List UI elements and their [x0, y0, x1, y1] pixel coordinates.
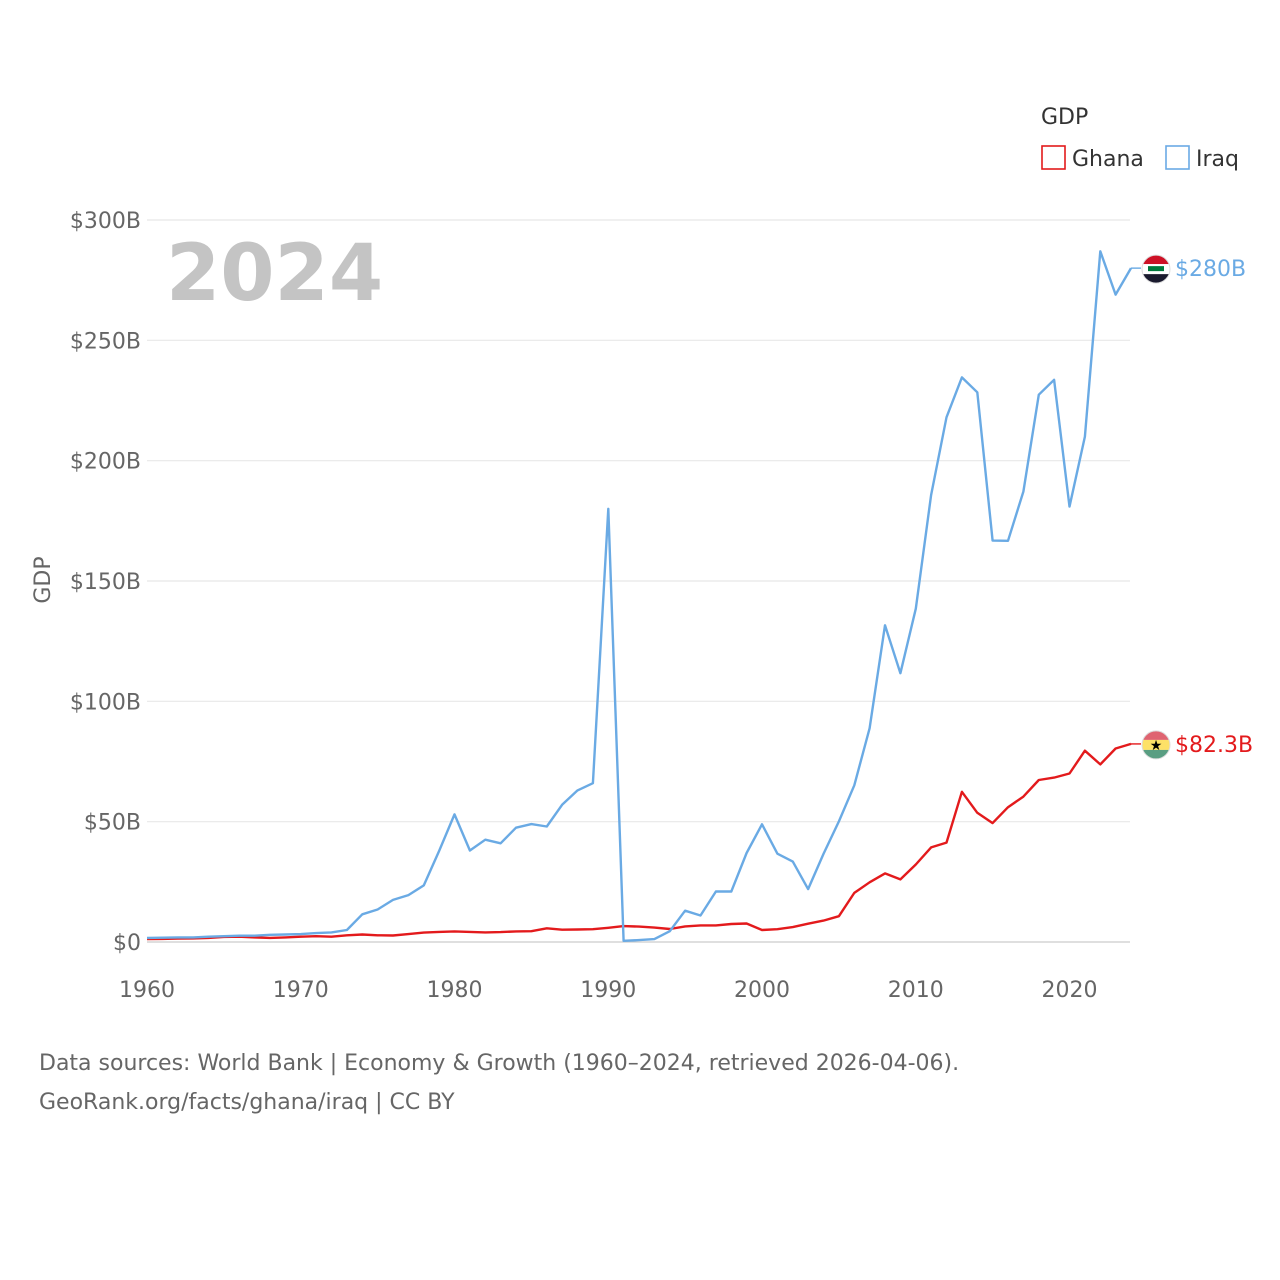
y-tick-label: $100B [70, 690, 141, 715]
iraq-flag-icon [1131, 254, 1171, 284]
x-tick-label: 2010 [888, 978, 944, 1003]
x-tick-labels: 1960 1970 1980 1990 2000 2010 2020 [119, 978, 1098, 1003]
legend[interactable]: GDP Ghana Iraq [1041, 105, 1239, 172]
y-axis-title: GDP [31, 556, 56, 603]
x-tick-label: 2020 [1042, 978, 1098, 1003]
y-tick-label: $0 [113, 931, 141, 956]
x-tick-label: 1960 [119, 978, 175, 1003]
legend-swatch [1165, 145, 1190, 170]
legend-label: Iraq [1196, 147, 1239, 172]
year-watermark: 2024 [166, 229, 383, 319]
x-tick-label: 1980 [427, 978, 483, 1003]
iraq-end-value-label: $280B [1175, 257, 1246, 282]
series-end-markers: ★ $82.3B $280B [1131, 254, 1253, 760]
svg-text:★: ★ [1150, 738, 1163, 754]
series-line-iraq[interactable] [146, 250, 1133, 942]
ghana-flag-icon: ★ [1131, 730, 1171, 760]
ghana-end-value-label: $82.3B [1175, 733, 1253, 758]
series-lines [146, 250, 1133, 942]
y-tick-labels: $0 $50B $100B $150B $200B $250B $300B [70, 209, 141, 956]
legend-label: Ghana [1072, 147, 1144, 172]
y-tick-label: $200B [70, 450, 141, 475]
x-tick-label: 1990 [580, 978, 636, 1003]
legend-item-iraq[interactable]: Iraq [1165, 145, 1239, 172]
series-line-ghana[interactable] [146, 742, 1132, 941]
x-tick-label: 1970 [273, 978, 329, 1003]
y-tick-label: $50B [84, 811, 141, 836]
y-tick-label: $300B [70, 209, 141, 234]
source-line-2[interactable]: GeoRank.org/facts/ghana/iraq | CC BY [39, 1090, 455, 1115]
legend-title: GDP [1041, 105, 1088, 130]
x-tick-label: 2000 [734, 978, 790, 1003]
y-gridlines [147, 219, 1130, 943]
source-line-1: Data sources: World Bank | Economy & Gro… [39, 1051, 960, 1076]
y-tick-label: $250B [70, 329, 141, 354]
source-note: Data sources: World Bank | Economy & Gro… [39, 1044, 959, 1122]
legend-swatch [1041, 145, 1066, 170]
legend-item-ghana[interactable]: Ghana [1041, 145, 1144, 172]
y-tick-label: $150B [70, 570, 141, 595]
